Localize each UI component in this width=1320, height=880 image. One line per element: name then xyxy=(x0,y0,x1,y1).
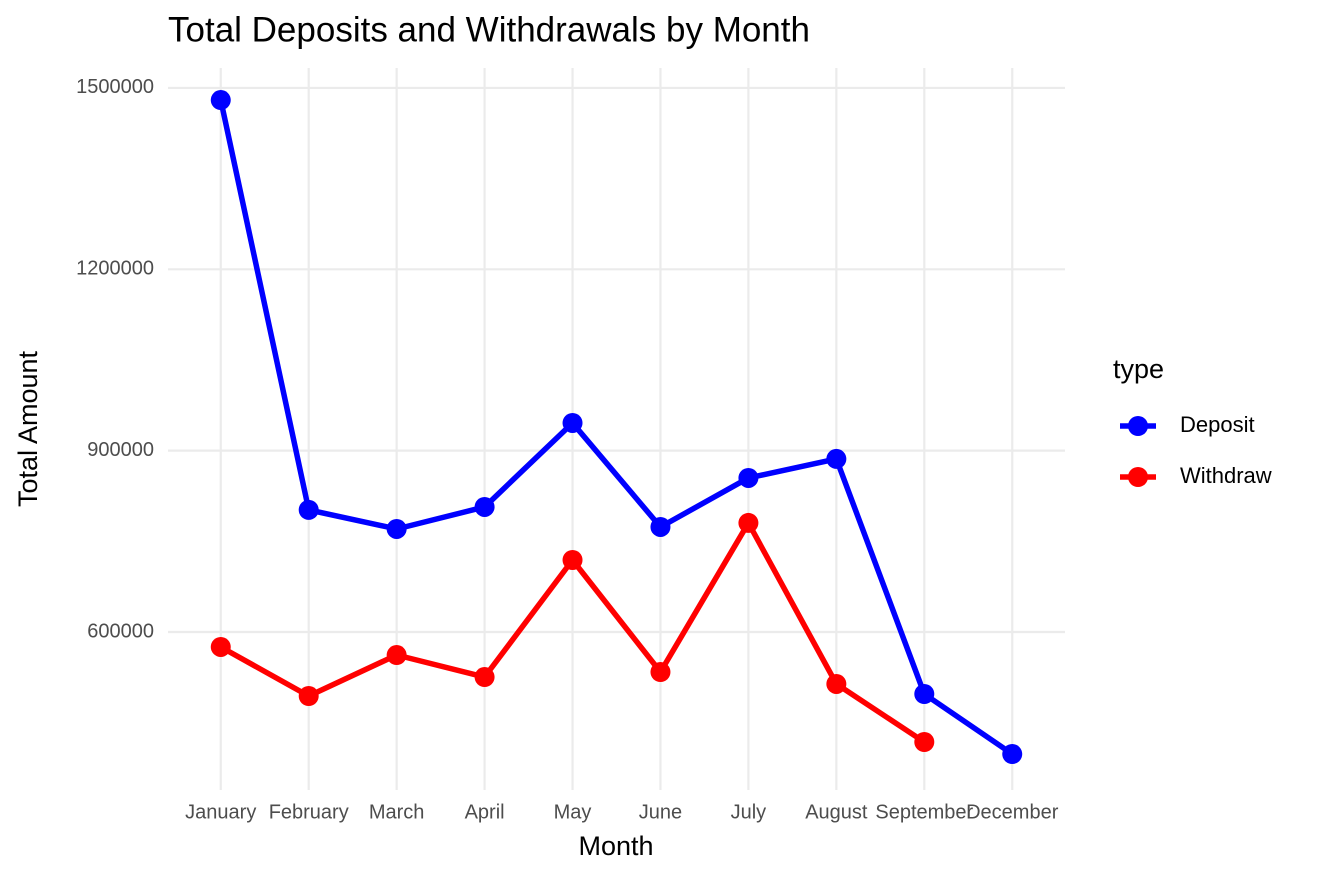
y-tick-label: 900000 xyxy=(87,439,154,461)
data-point xyxy=(298,499,319,520)
x-tick-label: December xyxy=(966,801,1059,823)
legend-label: Withdraw xyxy=(1180,463,1272,488)
x-tick-label: August xyxy=(805,801,868,823)
data-point xyxy=(210,636,231,657)
x-tick-label: January xyxy=(185,801,256,823)
data-point xyxy=(650,662,671,683)
data-point xyxy=(474,667,495,688)
data-point xyxy=(738,467,759,488)
legend-key-point xyxy=(1128,416,1148,436)
y-tick-label: 600000 xyxy=(87,620,154,642)
y-axis-label: Total Amount xyxy=(13,350,43,507)
data-point xyxy=(298,686,319,707)
data-point xyxy=(826,448,847,469)
x-tick-label: June xyxy=(639,801,682,823)
x-tick-label: April xyxy=(465,801,505,823)
x-axis-label: Month xyxy=(578,831,653,861)
legend-title: type xyxy=(1113,354,1164,384)
data-point xyxy=(562,412,583,433)
data-point xyxy=(210,90,231,111)
data-point xyxy=(650,516,671,537)
grid xyxy=(168,68,1065,790)
data-point xyxy=(738,512,759,533)
data-point xyxy=(826,673,847,694)
data-point xyxy=(386,518,407,539)
data-point xyxy=(1002,744,1023,765)
legend-label: Deposit xyxy=(1180,412,1255,437)
series-line xyxy=(218,99,1014,757)
x-tick-label: September xyxy=(875,801,973,823)
x-tick-label: July xyxy=(731,801,767,823)
chart-title: Total Deposits and Withdrawals by Month xyxy=(168,10,810,49)
x-tick-label: March xyxy=(369,801,425,823)
x-tick-label: May xyxy=(554,801,592,823)
data-point xyxy=(386,645,407,666)
data-point xyxy=(914,684,935,705)
data-point xyxy=(562,549,583,570)
x-tick-label: February xyxy=(269,801,349,823)
y-tick-label: 1200000 xyxy=(76,258,154,280)
data-point xyxy=(914,732,935,753)
legend-key-point xyxy=(1128,467,1148,487)
data-point xyxy=(474,496,495,517)
y-tick-label: 1500000 xyxy=(76,76,154,98)
